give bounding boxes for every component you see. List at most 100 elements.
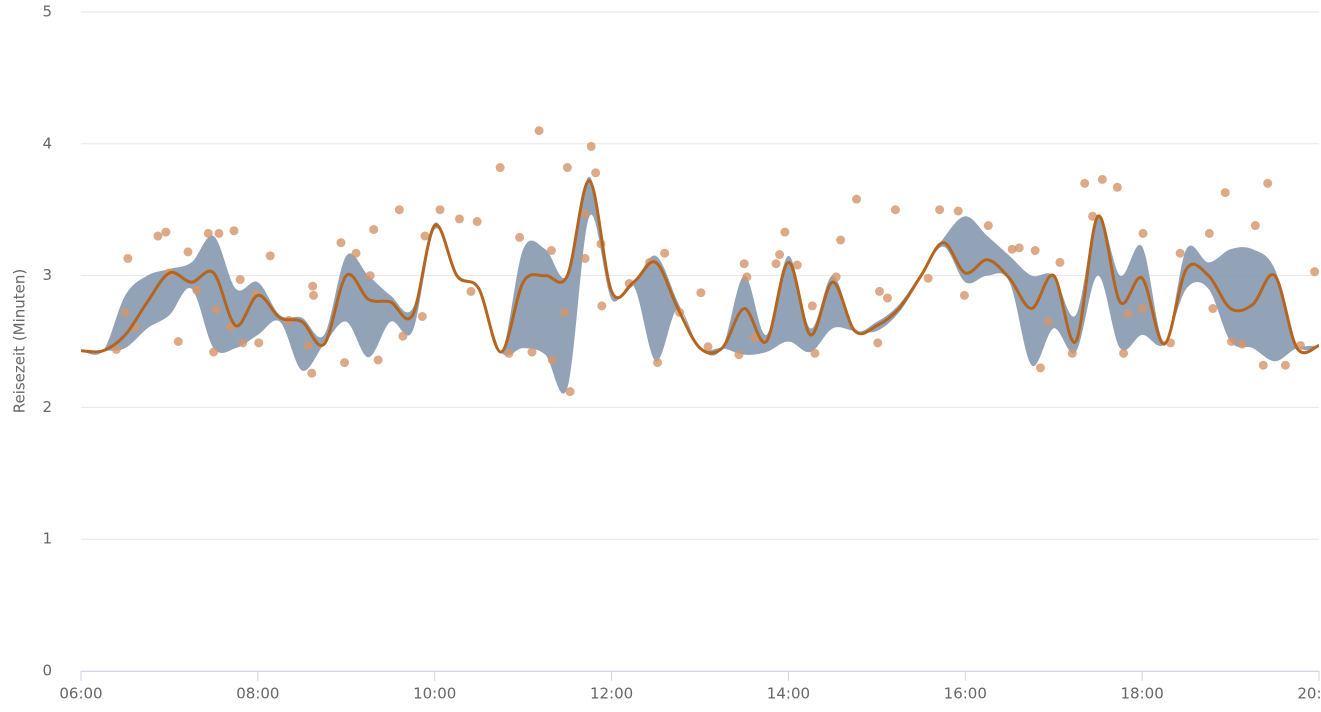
y-tick-label: 5 <box>42 3 52 21</box>
y-tick-label: 2 <box>42 398 52 416</box>
data-point <box>580 253 590 263</box>
data-point <box>890 205 900 215</box>
data-point <box>831 272 841 282</box>
data-point <box>775 250 785 260</box>
data-point <box>435 205 445 215</box>
data-point <box>1007 244 1017 254</box>
data-point <box>580 209 590 219</box>
data-point <box>1055 257 1065 267</box>
data-point <box>303 340 313 350</box>
data-point <box>1175 248 1185 258</box>
data-point <box>308 281 318 291</box>
data-point <box>560 308 570 318</box>
data-point <box>209 347 219 357</box>
data-point <box>734 350 744 360</box>
y-tick-label: 4 <box>42 134 52 152</box>
data-point <box>394 205 404 215</box>
data-point <box>309 290 319 300</box>
data-point <box>703 342 713 352</box>
trend-line <box>80 179 1320 355</box>
data-point <box>173 337 183 346</box>
data-point <box>336 238 346 248</box>
data-point <box>742 272 752 282</box>
data-point <box>875 286 885 296</box>
x-tick-label: 12:00 <box>590 685 633 703</box>
x-tick-label: 06:00 <box>59 685 102 703</box>
data-point <box>214 228 224 238</box>
data-point <box>1088 211 1098 221</box>
data-point <box>203 228 213 238</box>
data-point <box>534 126 544 136</box>
data-point <box>504 348 514 358</box>
data-point <box>1014 243 1024 253</box>
data-point <box>792 260 802 270</box>
data-point <box>1035 363 1045 373</box>
data-point <box>351 248 361 258</box>
data-point <box>369 224 379 234</box>
data-point <box>265 251 275 261</box>
data-point <box>454 214 464 224</box>
data-point <box>562 163 572 173</box>
data-point <box>161 227 171 237</box>
data-point <box>1237 339 1247 349</box>
data-point <box>373 355 383 365</box>
data-point <box>254 338 264 348</box>
data-point <box>1280 360 1290 370</box>
data-point <box>466 286 476 296</box>
data-point <box>935 205 945 215</box>
data-point <box>229 226 239 236</box>
data-point <box>1137 304 1147 314</box>
x-tick-label: 10:00 <box>413 685 456 703</box>
data-point <box>1226 337 1236 346</box>
data-point <box>1080 178 1090 188</box>
x-tick-label: 08:00 <box>236 685 279 703</box>
data-point <box>959 290 969 300</box>
data-point <box>807 301 817 311</box>
data-point <box>153 231 163 241</box>
data-point <box>739 259 749 269</box>
data-point <box>365 271 375 281</box>
data-point <box>235 275 245 285</box>
data-point <box>420 231 430 241</box>
y-tick-label: 0 <box>42 662 52 680</box>
data-point <box>1067 348 1077 358</box>
data-point <box>1030 246 1040 256</box>
y-axis-title: Reisezeit (Minuten) <box>11 269 29 414</box>
data-point <box>565 387 575 397</box>
data-point <box>810 348 820 358</box>
data-point <box>660 248 670 258</box>
data-point <box>495 163 505 173</box>
data-point <box>111 344 121 354</box>
y-tick-label: 1 <box>42 530 52 548</box>
data-point <box>882 293 892 303</box>
data-point <box>836 235 846 245</box>
data-point <box>873 338 883 348</box>
data-point <box>953 206 963 216</box>
data-point <box>120 308 130 318</box>
data-point <box>1097 174 1107 184</box>
data-point <box>1263 178 1273 188</box>
data-point <box>1043 317 1053 327</box>
data-point <box>1258 360 1268 370</box>
data-point <box>586 141 596 151</box>
y-tick-label: 3 <box>42 266 52 284</box>
data-point <box>1250 221 1260 231</box>
data-point <box>1112 182 1122 192</box>
data-point <box>472 217 482 227</box>
data-point <box>771 259 781 269</box>
data-point <box>1123 309 1133 319</box>
data-point <box>983 221 993 231</box>
data-point <box>211 305 221 315</box>
data-point <box>1220 188 1230 198</box>
data-point <box>597 301 607 311</box>
data-point <box>515 232 525 242</box>
data-point <box>591 168 601 178</box>
data-point <box>1310 267 1320 277</box>
data-point <box>923 273 933 283</box>
data-point <box>653 358 663 368</box>
data-point <box>547 355 557 365</box>
data-point <box>307 368 317 378</box>
x-tick-label: 18:00 <box>1121 685 1164 703</box>
x-tick-label: 16:00 <box>944 685 987 703</box>
